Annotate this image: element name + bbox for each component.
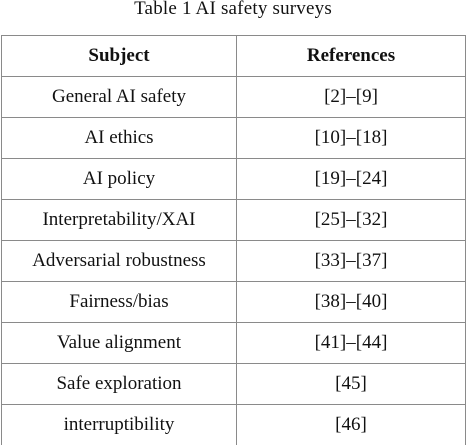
survey-table: Subject References General AI safety [2]… [1, 35, 466, 445]
subject-cell: Fairness/bias [1, 281, 237, 323]
table-row: General AI safety [2]–[9] [1, 76, 466, 118]
table-header-row: Subject References [1, 35, 466, 77]
references-cell: [45] [236, 363, 466, 405]
references-cell: [10]–[18] [236, 117, 466, 159]
references-cell: [46] [236, 404, 466, 445]
references-cell: [2]–[9] [236, 76, 466, 118]
table-row: AI policy [19]–[24] [1, 158, 466, 200]
table-row: Adversarial robustness [33]–[37] [1, 240, 466, 282]
column-header-references: References [236, 35, 466, 77]
subject-cell: General AI safety [1, 76, 237, 118]
references-cell: [38]–[40] [236, 281, 466, 323]
subject-cell: AI ethics [1, 117, 237, 159]
table-row: Fairness/bias [38]–[40] [1, 281, 466, 323]
references-cell: [41]–[44] [236, 322, 466, 364]
table-row: interruptibility [46] [1, 404, 466, 445]
subject-cell: Adversarial robustness [1, 240, 237, 282]
table-row: Safe exploration [45] [1, 363, 466, 405]
table-row: Interpretability/XAI [25]–[32] [1, 199, 466, 241]
subject-cell: Safe exploration [1, 363, 237, 405]
column-header-subject: Subject [1, 35, 237, 77]
table-row: AI ethics [10]–[18] [1, 117, 466, 159]
subject-cell: Value alignment [1, 322, 237, 364]
references-cell: [19]–[24] [236, 158, 466, 200]
references-cell: [33]–[37] [236, 240, 466, 282]
subject-cell: AI policy [1, 158, 237, 200]
subject-cell: Interpretability/XAI [1, 199, 237, 241]
references-cell: [25]–[32] [236, 199, 466, 241]
table-caption: Table 1 AI safety surveys [134, 0, 332, 19]
subject-cell: interruptibility [1, 404, 237, 445]
table-row: Value alignment [41]–[44] [1, 322, 466, 364]
